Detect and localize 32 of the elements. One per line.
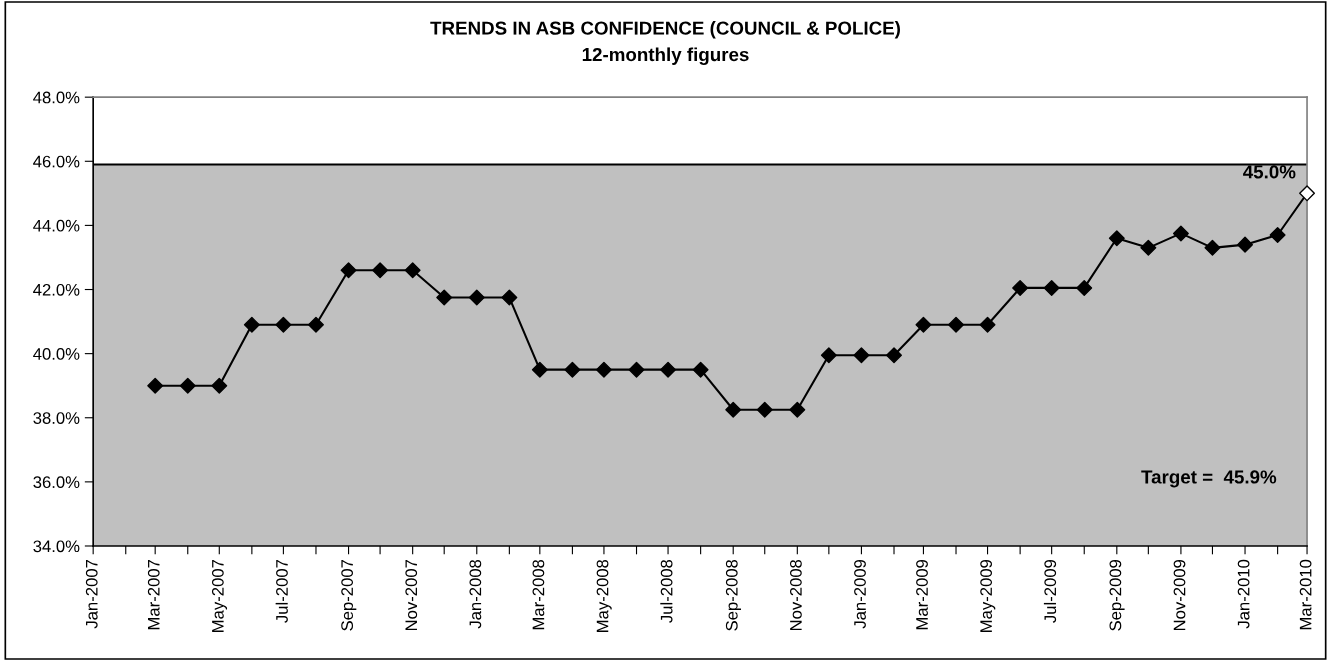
x-tick-label: Sep-2007: [341, 560, 357, 631]
x-tick-label: Jul-2008: [660, 559, 673, 623]
x-tick-label: May-2009: [980, 559, 996, 632]
x-tick-label: Mar-2007: [147, 560, 160, 630]
x-tick-label: Jul-2007: [275, 560, 288, 623]
chart-subtitle: 12-monthly figures: [582, 47, 749, 65]
x-tick-label: Sep-2008: [725, 559, 741, 631]
x-tick-label: Jan-2008: [469, 559, 482, 629]
y-tick-label: 36.0%: [33, 476, 80, 489]
x-tick-label: Nov-2009: [1173, 559, 1186, 631]
band-label: Target = 45.9%: [1141, 470, 1277, 488]
x-tick-label: Nov-2007: [405, 560, 418, 631]
chart-title: TRENDS IN ASB CONFIDENCE (COUNCIL & POLICE): [430, 21, 900, 39]
y-tick-label: 48.0%: [33, 91, 80, 104]
x-tick-label: Mar-2010: [1299, 559, 1312, 630]
x-tick-label: Sep-2009: [1109, 559, 1125, 631]
y-tick-label: 40.0%: [33, 348, 80, 360]
x-tick-label: Mar-2009: [916, 559, 928, 630]
x-tick-label: Jan-2009: [854, 559, 866, 629]
y-tick-label: 42.0%: [33, 283, 80, 296]
x-tick-label: May-2007: [211, 560, 228, 632]
x-tick-label: Jul-2009: [1043, 559, 1057, 623]
y-tick-label: 44.0%: [33, 219, 80, 232]
data-label: 45.0%: [1243, 165, 1296, 179]
x-tick-label: Jan-2007: [85, 560, 98, 629]
x-tick-label: Jan-2010: [1237, 559, 1250, 629]
y-tick-label: 34.0%: [33, 540, 80, 553]
x-tick-label: Nov-2008: [789, 559, 802, 631]
y-tick-label: 46.0%: [33, 155, 80, 168]
y-tick-label: 38.0%: [33, 412, 80, 424]
x-tick-label: May-2008: [596, 559, 612, 632]
x-tick-label: Mar-2008: [532, 559, 545, 630]
